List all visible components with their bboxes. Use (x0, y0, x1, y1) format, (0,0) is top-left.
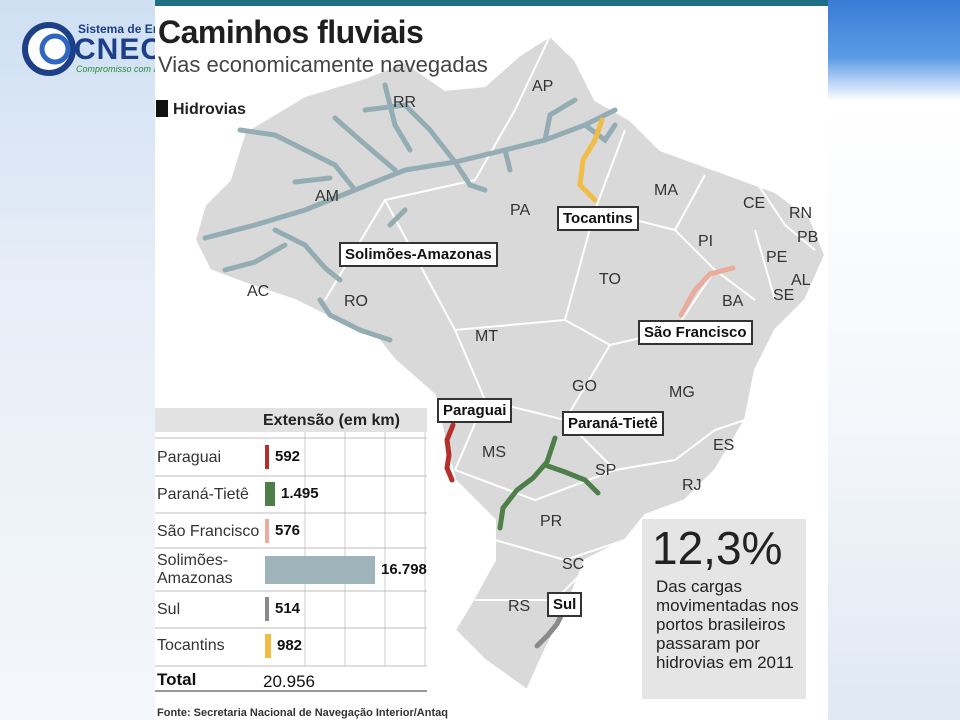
river-tocantins (577, 117, 605, 203)
row-label-sul: Sul (157, 601, 181, 618)
state-label-rn: RN (789, 205, 813, 222)
row-label-parana-tiete: Paraná-Tietê (157, 486, 249, 503)
state-label-ap: AP (532, 78, 554, 95)
legend-square-icon (156, 100, 168, 117)
river-paraguai (444, 422, 456, 483)
state-label-rj: RJ (682, 477, 702, 494)
stat-percentage: 12,3% (652, 522, 783, 574)
brazil-map (193, 34, 827, 692)
river-parana-tiete (497, 435, 558, 531)
state-label-sp: SP (595, 462, 617, 479)
slide-background-right (828, 0, 960, 720)
callout-solimoes-amazonas: Solimões-Amazonas (339, 242, 498, 267)
cnec-logo (22, 16, 162, 86)
row-label-solimoes-line1: Solimões- (157, 552, 229, 569)
table-header: Extensão (em km) (263, 412, 400, 429)
state-label-pb: PB (797, 229, 819, 246)
row-value-parana-tiete: 1.495 (281, 485, 319, 502)
state-label-es: ES (713, 437, 735, 454)
infographic-title: Caminhos fluviais (158, 14, 424, 50)
state-label-sc: SC (562, 556, 585, 573)
row-value-solimoes-amazonas: 16.798 (381, 561, 427, 578)
bar-paraguai (265, 445, 269, 469)
slide-background-left (0, 0, 155, 720)
row-value-tocantins: 982 (277, 637, 303, 654)
legend-hidrovias: Hidrovias (156, 100, 246, 119)
state-label-pi: PI (698, 233, 714, 250)
state-label-ro: RO (344, 293, 368, 310)
bar-tocantins (265, 634, 271, 658)
row-label-tocantins: Tocantins (157, 637, 225, 654)
river-sul (534, 609, 566, 649)
callout-parana-tiete: Paraná-Tietê (562, 411, 664, 436)
callout-tocantins: Tocantins (557, 206, 639, 231)
state-label-se: SE (773, 287, 795, 304)
table-grid (155, 408, 427, 692)
bar-solim-es-amazonas (265, 556, 375, 584)
state-label-mt: MT (475, 328, 499, 345)
state-label-ba: BA (722, 293, 744, 310)
total-label: Total (157, 670, 197, 689)
state-label-to: TO (599, 271, 621, 288)
extension-table: Extensão (em km) Paraguai Paraná-Tietê S… (155, 408, 427, 693)
state-label-ac: AC (247, 283, 270, 300)
state-label-al: AL (791, 272, 811, 289)
bar-sul (265, 597, 269, 621)
infographic-subtitle: Vias economicamente navegadas (158, 52, 488, 77)
stat-description: Das cargas movimentadas nos portos brasi… (656, 577, 799, 672)
state-label-rr: RR (393, 94, 417, 111)
logo-circle-icon (22, 22, 76, 76)
total-value: 20.956 (263, 672, 315, 691)
stat-box: 12,3% Das cargas movimentadas nos portos… (642, 519, 806, 699)
logo-main-text: CNEC (74, 33, 164, 66)
row-label-solimoes-line2: Amazonas (157, 570, 233, 587)
infographic-panel: Caminhos fluviais Vias economicamente na… (155, 0, 828, 720)
logo-slogan: Compromisso com a e (76, 64, 167, 74)
callout-sul: Sul (547, 592, 583, 617)
row-value-sul: 514 (275, 600, 301, 617)
state-label-am: AM (315, 188, 339, 205)
callout-paraguai: Paraguai (437, 398, 513, 423)
river-sao-francisco (678, 265, 736, 318)
river-solimoes-amazonas (202, 82, 618, 343)
row-label-sao-francisco: São Francisco (157, 523, 260, 540)
source-footer: Fonte: Secretaria Nacional de Navegação … (157, 707, 448, 719)
state-label-ce: CE (743, 195, 766, 212)
state-label-go: GO (572, 378, 597, 395)
state-label-ms: MS (482, 444, 506, 461)
bar-paran-tiet- (265, 482, 275, 506)
callout-sao-francisco: São Francisco (638, 320, 753, 345)
legend-label: Hidrovias (173, 101, 246, 118)
state-label-mg: MG (669, 384, 695, 401)
state-label-pr: PR (540, 513, 563, 530)
state-label-rs: RS (508, 598, 531, 615)
bar-s-o-francisco (265, 519, 269, 543)
state-label-ma: MA (654, 182, 678, 199)
logo-top-text: Sistema de Ensi (78, 22, 171, 36)
state-label-pa: PA (510, 202, 531, 219)
state-label-pe: PE (766, 249, 788, 266)
row-label-paraguai: Paraguai (157, 449, 222, 466)
river-tiete-branch (542, 462, 601, 496)
row-value-sao-francisco: 576 (275, 522, 301, 539)
top-bar (155, 0, 828, 6)
row-value-paraguai: 592 (275, 448, 301, 465)
state-borders (324, 35, 816, 601)
